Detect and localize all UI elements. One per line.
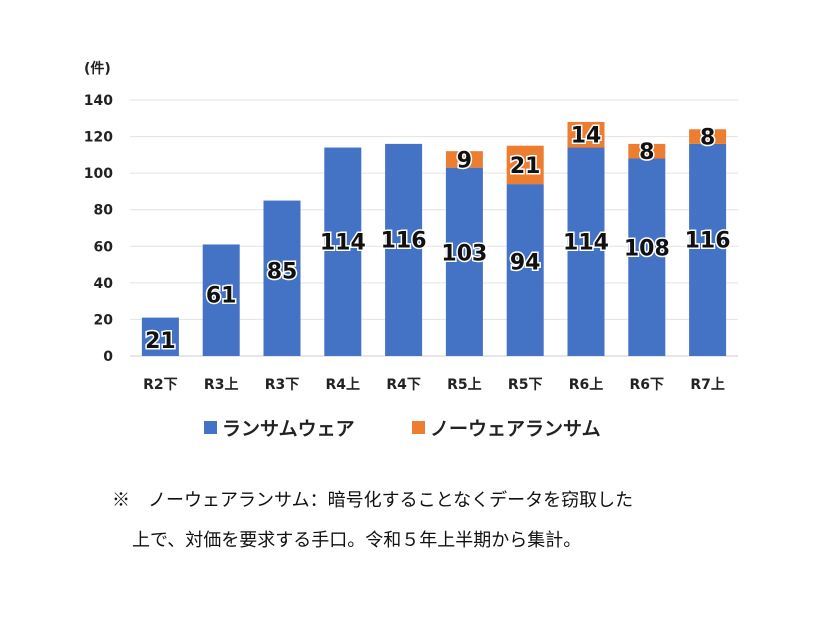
bar-ransomware — [263, 200, 301, 356]
data-label: 9 — [457, 148, 472, 173]
bar-ransomware — [689, 143, 727, 356]
bar-ransomware — [628, 158, 666, 356]
bar-ransomware — [506, 184, 544, 356]
data-label: 61 — [206, 284, 237, 309]
y-tick-label: 120 — [84, 130, 113, 146]
x-tick-label: R6下 — [630, 377, 665, 393]
data-label: 103 — [441, 241, 487, 266]
data-label: 21 — [145, 329, 176, 354]
bar-ransomware — [202, 244, 240, 356]
y-tick-label: 80 — [94, 203, 114, 219]
stacked-bar-chart: (件) 0 20 40 60 80 100 120 140 21 R2下 61 R3上 85 R3下 114… — [84, 60, 738, 440]
y-tick-label: 100 — [84, 166, 113, 182]
y-tick-label: 0 — [103, 349, 113, 365]
bar-noware — [628, 143, 666, 159]
bar-noware — [567, 121, 605, 148]
legend-swatch — [204, 421, 217, 434]
y-tick-label: 40 — [94, 276, 114, 292]
x-tick-label: R4上 — [326, 377, 361, 393]
bar-noware — [689, 129, 727, 144]
data-label: 116 — [381, 228, 427, 253]
data-label: 114 — [320, 230, 366, 255]
bar-noware — [445, 151, 483, 168]
x-tick-label: R6上 — [569, 377, 604, 393]
bar-ransomware — [445, 167, 483, 356]
y-tick-label: 20 — [94, 312, 114, 328]
footnote-line-2: 上で、対価を要求する手口。令和５年上半期から集計。 — [132, 530, 582, 551]
x-tick-label: R3下 — [265, 377, 300, 393]
data-label: 108 — [624, 236, 670, 261]
x-tick-label: R4下 — [386, 377, 421, 393]
y-tick-label: 140 — [84, 93, 113, 109]
data-label: 116 — [685, 228, 731, 253]
x-tick-label: R2下 — [143, 377, 178, 393]
y-tick-label: 60 — [94, 239, 114, 255]
data-label: 85 — [267, 260, 298, 285]
data-label: 94 — [510, 250, 541, 275]
data-label: 8 — [700, 126, 715, 151]
data-label: 21 — [510, 154, 541, 179]
data-label: 8 — [639, 140, 654, 165]
bar-noware — [506, 145, 544, 185]
x-tick-label: R3上 — [204, 377, 239, 393]
x-tick-label: R5上 — [447, 377, 482, 393]
legend-swatch — [412, 421, 425, 434]
bar-ransomware — [567, 147, 605, 356]
bar-ransomware — [324, 147, 362, 356]
data-label: 114 — [563, 230, 609, 255]
legend-label: ノーウェアランサム — [430, 418, 601, 440]
footnote-line-1: ※ ノーウェアランサム：暗号化することなくデータを窃取した — [112, 490, 634, 511]
y-axis-unit-label: (件) — [84, 60, 111, 77]
data-label: 14 — [571, 124, 602, 149]
bar-ransomware — [141, 317, 179, 356]
legend-label: ランサムウェア — [222, 418, 355, 440]
x-tick-label: R5下 — [508, 377, 543, 393]
x-tick-label: R7上 — [690, 377, 725, 393]
bar-ransomware — [385, 143, 423, 356]
